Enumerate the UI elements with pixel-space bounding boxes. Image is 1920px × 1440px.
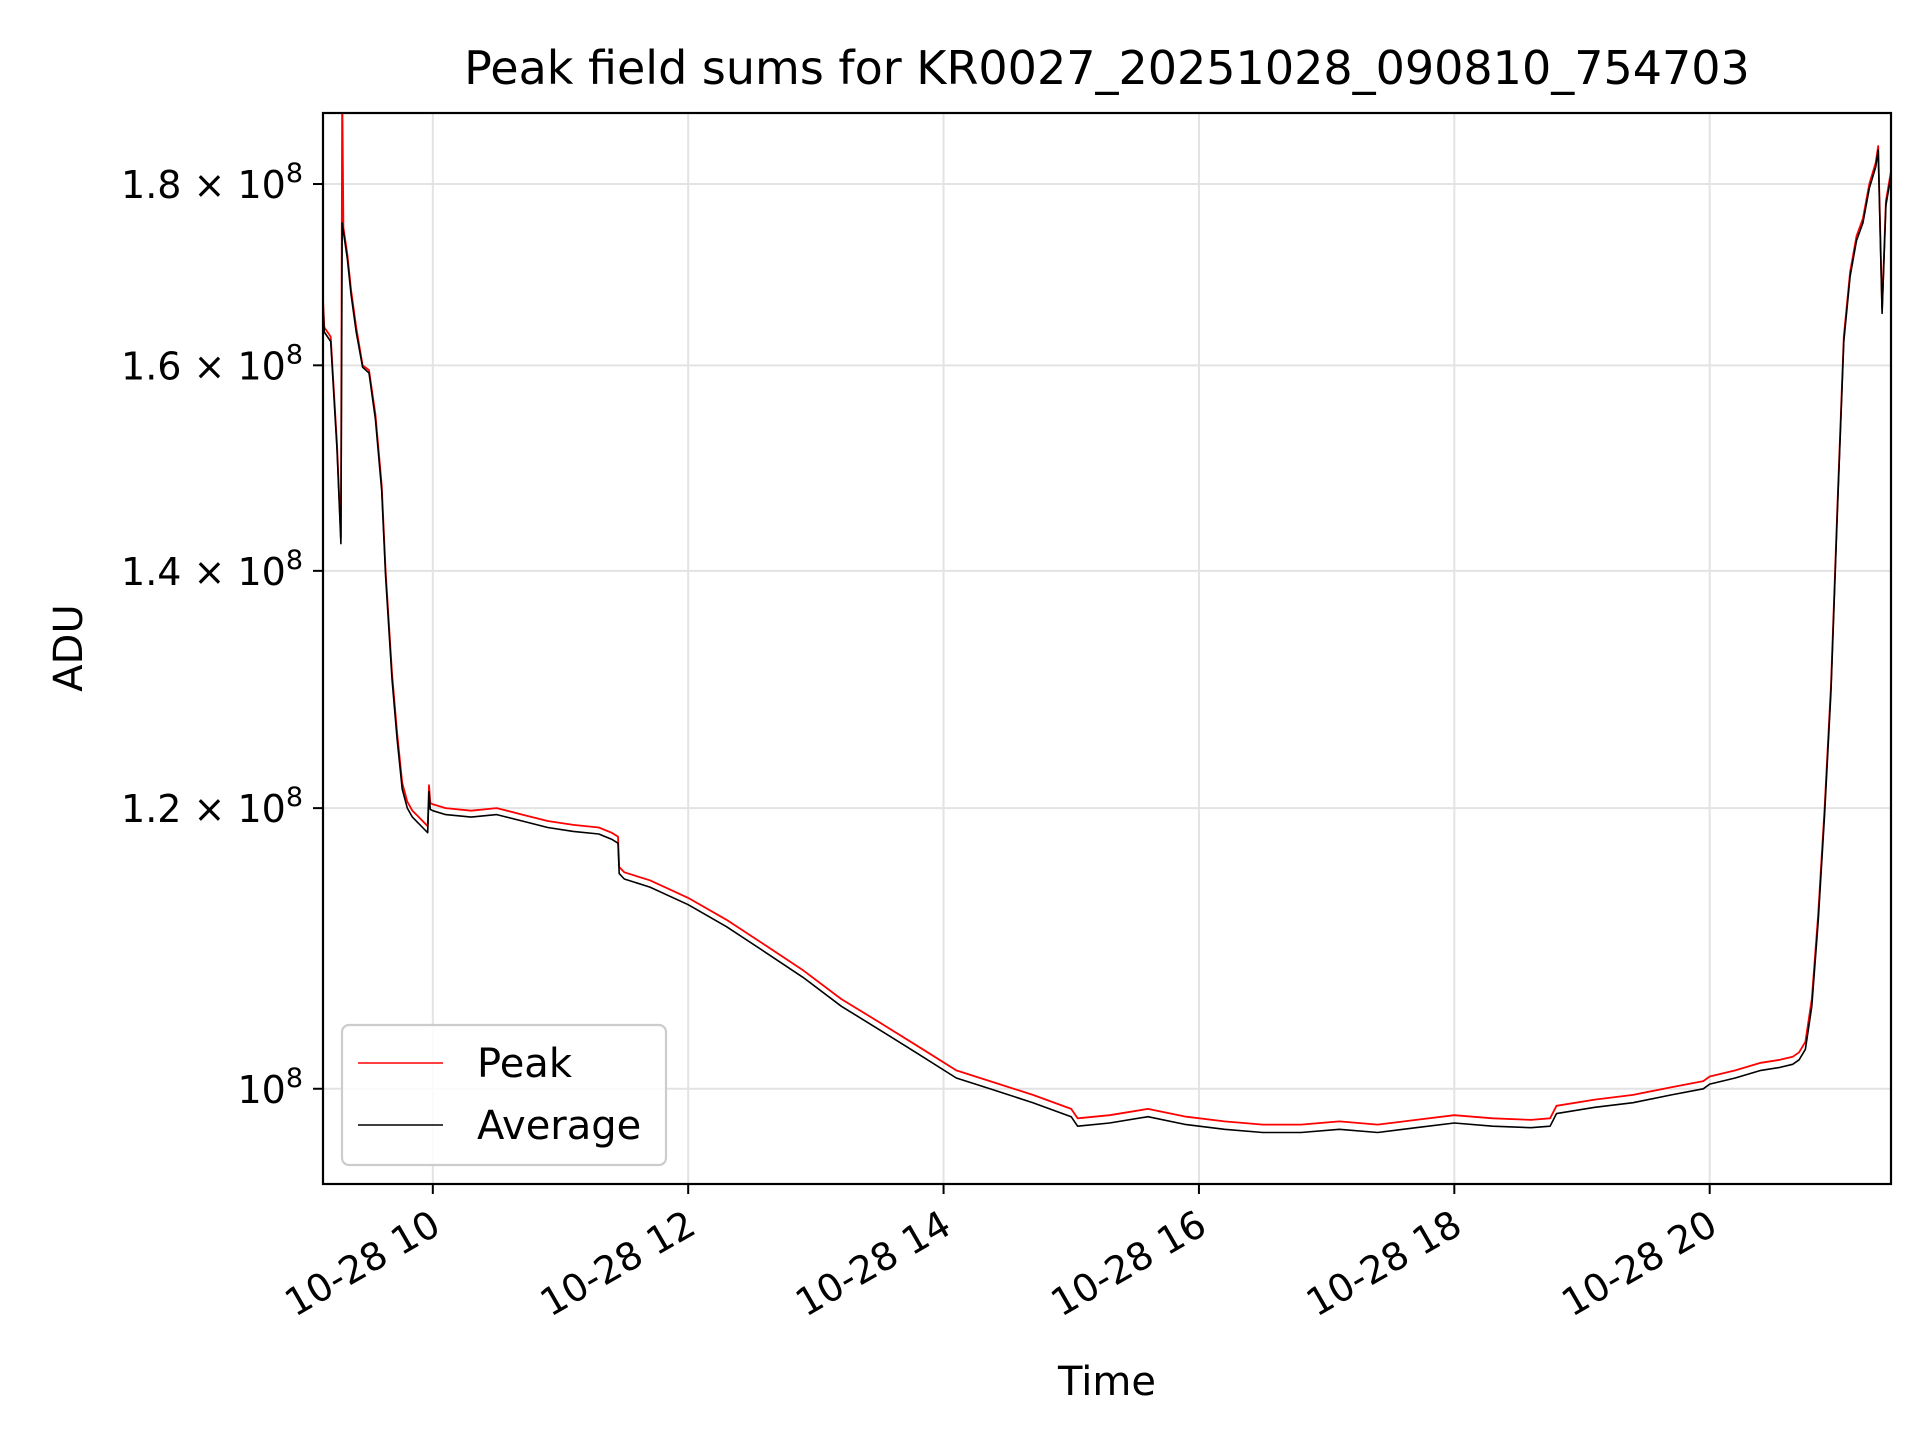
series-layer	[323, 113, 1891, 1134]
legend: Peak Average	[340, 1023, 668, 1167]
chart-title: Peak field sums for KR0027_20251028_0908…	[464, 41, 1750, 95]
series-line-average	[323, 149, 1891, 1134]
y-axis-label: ADU	[46, 604, 92, 691]
plot-frame	[321, 111, 1893, 1186]
legend-box	[340, 1023, 668, 1167]
legend-label-peak: Peak	[477, 1041, 573, 1087]
y-tick-label-1: 1.2 × 108	[121, 782, 303, 831]
x-axis-label: Time	[1057, 1359, 1156, 1405]
plot-area	[323, 113, 1891, 1134]
legend-label-average: Average	[477, 1103, 641, 1149]
y-tick-label-3: 1.6 × 108	[121, 339, 303, 388]
y-tick-label-2: 1.4 × 108	[121, 545, 303, 594]
y-tick-label-4: 1.8 × 108	[121, 158, 303, 207]
